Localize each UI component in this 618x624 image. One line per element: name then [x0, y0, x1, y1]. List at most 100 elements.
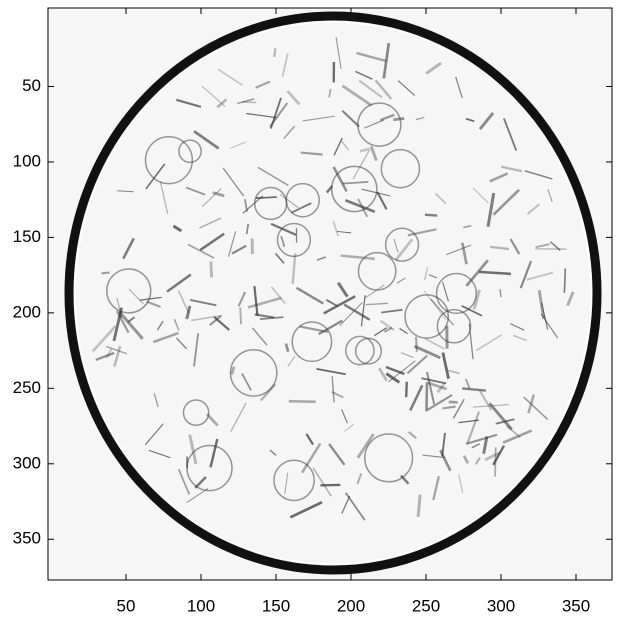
image-stroke — [255, 80, 271, 89]
image-ring-mark — [357, 102, 402, 147]
image-stroke — [465, 378, 471, 389]
image-stroke — [360, 295, 366, 327]
image-stroke — [302, 115, 335, 122]
image-stroke — [356, 51, 387, 63]
image-stroke — [452, 398, 465, 419]
x-tick-label: 50 — [117, 596, 136, 615]
image-stroke — [328, 443, 346, 466]
image-stroke — [305, 433, 314, 446]
image-stroke — [407, 228, 437, 237]
image-stroke — [465, 118, 475, 123]
image-stroke — [273, 48, 277, 58]
image-stroke — [424, 213, 438, 217]
image-stroke — [527, 394, 536, 414]
image-stroke — [356, 433, 375, 459]
image-ring-mark — [182, 399, 210, 426]
image-stroke — [242, 195, 264, 214]
image-stroke — [369, 146, 378, 162]
image-ring-mark — [384, 227, 420, 262]
image-stroke — [185, 305, 192, 320]
image-stroke — [251, 327, 268, 346]
image-stroke — [506, 425, 521, 439]
image-stroke — [478, 270, 511, 276]
image-stroke — [502, 429, 533, 444]
image-stroke — [199, 232, 225, 252]
image-stroke — [359, 147, 370, 153]
image-stroke — [186, 488, 209, 503]
image-stroke — [381, 308, 403, 314]
image-stroke — [523, 396, 549, 420]
image-stroke — [439, 449, 452, 472]
image-stroke — [213, 316, 230, 331]
y-tick-label: 200 — [13, 302, 41, 321]
image-stroke — [201, 188, 222, 208]
image-stroke — [342, 181, 369, 185]
image-stroke — [428, 274, 437, 279]
image-stroke — [122, 237, 135, 260]
image-stroke — [173, 318, 180, 331]
image-stroke — [332, 220, 340, 237]
image-stroke — [472, 289, 481, 310]
image-stroke — [159, 181, 169, 215]
image-stroke — [373, 327, 388, 337]
image-stroke — [383, 326, 393, 333]
image-stroke — [475, 334, 503, 352]
image-stroke — [458, 419, 480, 424]
image-stroke — [397, 80, 416, 96]
image-stroke — [231, 244, 247, 255]
image-stroke — [237, 291, 247, 307]
image-stroke — [253, 286, 259, 316]
image-stroke — [465, 433, 498, 445]
image-stroke — [284, 472, 289, 495]
image-stroke — [201, 85, 226, 107]
image-stroke — [300, 151, 323, 156]
image-stroke — [471, 443, 481, 449]
image-stroke — [341, 84, 373, 107]
image-stroke — [400, 352, 414, 359]
image-stroke — [379, 113, 395, 122]
y-tick-label: 100 — [13, 151, 41, 170]
image-stroke — [566, 291, 575, 307]
image-stroke — [336, 230, 352, 234]
image-stroke — [295, 286, 324, 305]
image-ring-mark — [178, 139, 202, 164]
image-stroke — [407, 431, 418, 440]
x-tick-label: 250 — [412, 596, 440, 615]
image-stroke — [394, 238, 414, 262]
image-stroke — [185, 186, 206, 196]
image-stroke — [172, 224, 183, 233]
image-stroke — [95, 351, 115, 361]
image-stroke — [341, 495, 351, 514]
image-stroke — [280, 235, 286, 248]
image-stroke — [187, 243, 215, 259]
image-stroke — [336, 281, 349, 298]
image-stroke — [105, 345, 128, 355]
image-stroke — [415, 116, 425, 121]
image-stroke — [128, 288, 144, 305]
image-stroke — [382, 42, 391, 79]
image-stroke — [465, 259, 489, 287]
image-stroke — [478, 390, 493, 411]
image-stroke — [563, 268, 567, 293]
x-tick-label: 100 — [187, 596, 215, 615]
image-stroke — [425, 61, 442, 75]
image-stroke — [415, 336, 418, 352]
image-stroke — [323, 295, 356, 315]
image-stroke — [492, 188, 520, 216]
image-stroke — [503, 118, 518, 151]
image-stroke — [352, 149, 371, 180]
image-stroke — [484, 451, 501, 462]
image-stroke — [510, 323, 525, 331]
image-stroke — [291, 253, 297, 285]
x-tick-label: 350 — [562, 596, 590, 615]
axes-frame — [47, 7, 613, 581]
image-stroke — [447, 369, 460, 375]
image-stroke — [494, 447, 497, 477]
image-ring-mark — [364, 433, 414, 483]
image-ring-mark — [273, 459, 315, 502]
image-stroke — [547, 189, 553, 203]
image-stroke — [357, 198, 369, 218]
image-stroke — [526, 271, 554, 281]
y-tick-label: 250 — [13, 378, 41, 397]
